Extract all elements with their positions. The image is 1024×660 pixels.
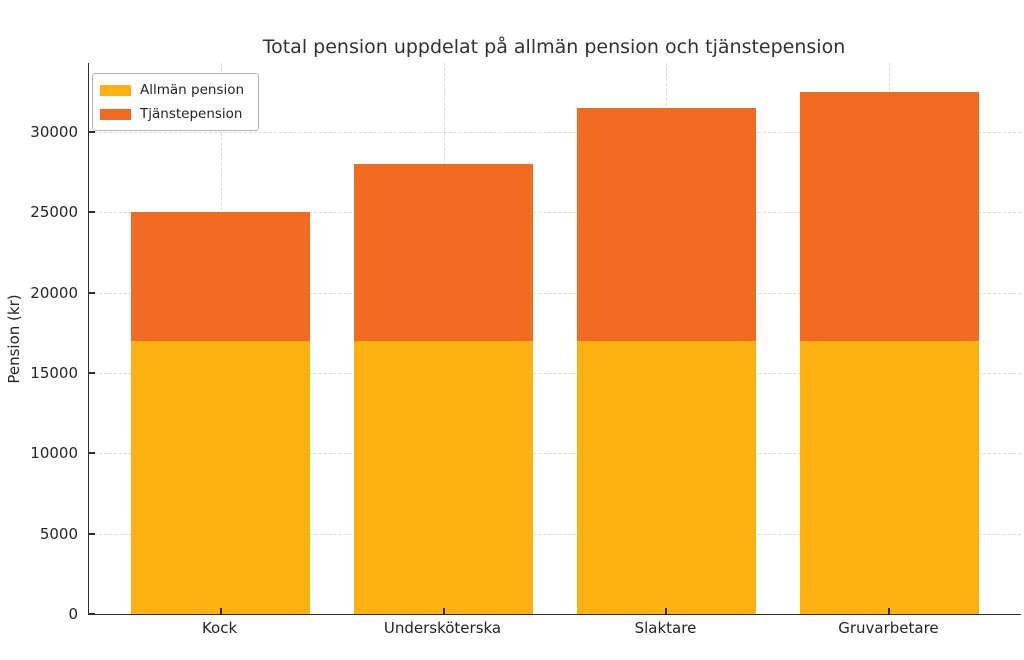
legend: Allmän pension Tjänstepension xyxy=(92,73,260,131)
y-tick-label-5000: 5000 xyxy=(39,524,78,543)
x-tick-label-undersk-terska: Undersköterska xyxy=(383,619,502,637)
y-tick-20000 xyxy=(89,291,95,294)
gridline-y-30000 xyxy=(89,132,1021,134)
gridline-y-20000 xyxy=(89,292,1021,294)
x-tick-label-gruvarbetare: Gruvarbetare xyxy=(838,619,939,637)
legend-swatch-tj-nstepension xyxy=(100,108,131,120)
bar-kock-allm-n-pension xyxy=(131,340,310,614)
y-tick-label-0: 0 xyxy=(68,605,78,623)
gridline-y-5000 xyxy=(89,533,1021,535)
legend-swatch-allm-n-pension xyxy=(100,84,131,96)
legend-entry-allm-n-pension: Allmän pension xyxy=(100,82,244,98)
bar-slaktare-tj-nstepension xyxy=(577,108,756,341)
y-tick-30000 xyxy=(89,131,95,134)
bar-slaktare-allm-n-pension xyxy=(577,340,756,614)
x-tick-gruvarbetare xyxy=(888,608,891,614)
y-tick-label-30000: 30000 xyxy=(30,123,78,142)
y-tick-25000 xyxy=(89,211,95,214)
gridline-y-15000 xyxy=(89,373,1021,375)
bar-undersk-terska-allm-n-pension xyxy=(354,340,533,614)
y-tick-5000 xyxy=(89,532,95,535)
chart-title: Total pension uppdelat på allmän pension… xyxy=(262,36,846,58)
gridline-y-25000 xyxy=(89,212,1021,214)
x-tick-undersk-terska xyxy=(442,608,445,614)
bar-undersk-terska-tj-nstepension xyxy=(354,164,533,341)
y-tick-label-10000: 10000 xyxy=(30,444,78,463)
y-tick-label-20000: 20000 xyxy=(30,283,78,302)
x-tick-kock xyxy=(219,608,222,614)
y-tick-0 xyxy=(89,613,95,615)
bar-gruvarbetare-tj-nstepension xyxy=(800,91,979,341)
y-tick-label-15000: 15000 xyxy=(30,364,78,383)
legend-entry-tj-nstepension: Tjänstepension xyxy=(100,106,244,122)
bar-gruvarbetare-allm-n-pension xyxy=(800,340,979,614)
x-tick-slaktare xyxy=(665,608,668,614)
bar-kock-tj-nstepension xyxy=(131,212,310,341)
x-tick-label-slaktare: Slaktare xyxy=(634,619,697,637)
gridline-y-10000 xyxy=(89,453,1021,455)
y-tick-label-25000: 25000 xyxy=(30,203,78,222)
x-tick-label-kock: Kock xyxy=(201,619,238,637)
plot-area xyxy=(88,63,1021,615)
legend-label-allm-n-pension: Allmän pension xyxy=(140,82,245,98)
legend-label-tj-nstepension: Tjänstepension xyxy=(140,106,243,122)
y-tick-10000 xyxy=(89,452,95,455)
y-tick-15000 xyxy=(89,372,95,375)
